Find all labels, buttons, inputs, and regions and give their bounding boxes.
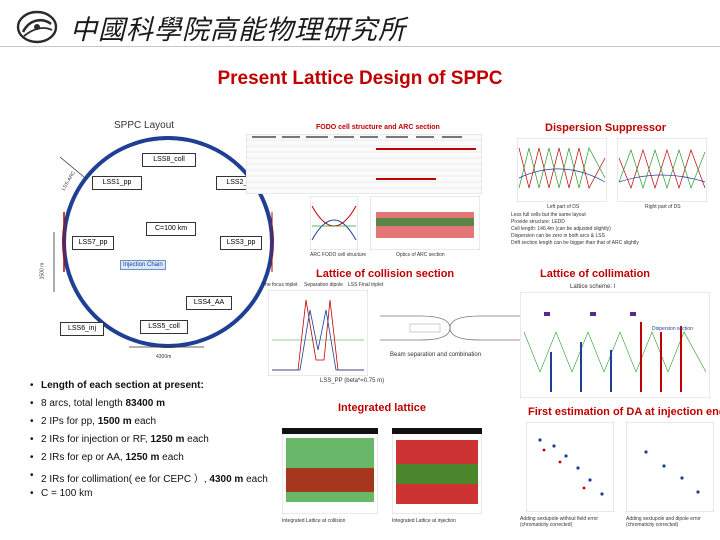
layout-injection-label: Injection Chain	[123, 262, 163, 268]
list-item-text: Length of each section at present:	[41, 380, 204, 391]
layout-box-lss3: LSS3_pp	[220, 236, 262, 250]
list-item-value: 1250 m	[125, 452, 160, 463]
da-plot-right	[626, 422, 714, 512]
ds-right-plot	[617, 138, 707, 202]
integrated-title: Integrated lattice	[338, 402, 427, 414]
collision-label-triplet: The focus triplet	[262, 282, 298, 288]
integrated-injection-plot	[392, 428, 482, 514]
da-plot-left	[526, 422, 614, 512]
list-item-text: C = 100 km	[41, 488, 93, 499]
list-item-text: 8 arcs, total length	[41, 398, 126, 409]
fodo-panel: FODO cell structure and ARC section ARC …	[246, 124, 486, 264]
da-title: First estimation of DA at injection ener…	[528, 406, 720, 418]
list-item-value: 1500 m	[97, 416, 132, 427]
institute-name-cn: 中國科學院高能物理研究所	[70, 15, 406, 46]
list-item-tail: each	[131, 416, 157, 427]
layout-box-lss1: LSS1_pp	[92, 176, 142, 190]
layout-box-lss7: LSS7_pp	[72, 236, 114, 250]
ds-note-4: Dispersion can be zero in both arcs & LS…	[511, 233, 605, 239]
list-item-value: 1250 m	[150, 434, 185, 445]
layout-box-lss8-label: LSS8_coll	[153, 156, 185, 163]
layout-box-lss5-label: LSS5_coll	[148, 323, 180, 330]
da-caption-right: Adding sextupole and dipole error (chrom…	[626, 516, 701, 528]
integrated-collision-plot	[282, 428, 378, 514]
layout-box-lss4: LSS4_AA	[186, 296, 232, 310]
list-item-text: 2 IRs for ep or AA,	[41, 452, 126, 463]
bullet-icon: •	[30, 380, 34, 391]
ds-note-5: Drift section length can be bigger than …	[511, 240, 639, 246]
layout-box-lss2-label: LSS2_rf	[226, 179, 252, 186]
list-item-text: 2 IRs for collimation( ee for CEPC ）,	[41, 474, 210, 485]
slide-title: Present Lattice Design of SPPC	[217, 68, 503, 89]
collimation-title: Lattice of collimation	[540, 268, 651, 280]
length-1500-label: 1500 m	[39, 262, 46, 280]
ds-left-plot	[517, 138, 607, 202]
da-panel: First estimation of DA at injection ener…	[520, 404, 720, 538]
collision-caption: Beam separation and combination	[390, 352, 482, 358]
ds-left-caption: Left part of DS	[547, 204, 580, 210]
layout-box-lss1-label: LSS1_pp	[102, 179, 132, 186]
collimation-subtitle: Lattice scheme: I	[570, 284, 616, 290]
integrated-panel: Integrated lattice Integrated Lattice at…	[282, 398, 482, 538]
ring-diagram	[53, 136, 274, 348]
list-item-value: 4300 m	[209, 474, 244, 485]
layout-circumference-label: C=100 km	[154, 225, 188, 232]
collision-footer: LSS_PP (beta*=0.75 m)	[320, 378, 385, 384]
bullet-icon: •	[30, 416, 34, 427]
dispersion-panel: Dispersion Suppressor Left part of DS Ri…	[505, 122, 715, 272]
layout-box-lss3-label: LSS3_pp	[226, 239, 256, 246]
collimation-plot	[520, 292, 710, 398]
header-divider	[0, 46, 720, 47]
collision-label-separation: Separation dipole	[304, 282, 343, 288]
fodo-caption-arc: Optics of ARC section	[396, 252, 445, 258]
list-item-value: 83400 m	[125, 398, 165, 409]
bullet-icon: •	[30, 488, 34, 499]
collimation-panel: Lattice of collimation Lattice scheme: I…	[514, 268, 714, 404]
sppc-layout-panel: SPPC Layout LSS-ARC 1500 m LSS8_coll LSS…	[39, 118, 284, 366]
list-item-tail: each	[243, 474, 268, 485]
collimation-tag: Dispersion section	[652, 326, 693, 332]
layout-box-lss8: LSS8_coll	[142, 153, 196, 167]
ihep-logo-icon	[16, 10, 58, 44]
dispersion-title: Dispersion Suppressor	[545, 122, 667, 134]
list-item-tail: each	[184, 434, 209, 445]
layout-circumference: C=100 km	[146, 222, 196, 236]
bullet-icon: •	[30, 452, 34, 463]
layout-injection-chain: Injection Chain	[120, 260, 166, 270]
collision-optics-plot	[268, 290, 368, 376]
bullet-icon: •	[30, 398, 34, 409]
collision-label-final: LSS Final triplet	[348, 282, 384, 288]
list-item-text: 2 IRs for injection or RF,	[41, 434, 151, 445]
list-item-tail: each	[159, 452, 184, 463]
bullet-icon: •	[30, 470, 34, 481]
fodo-caption-cell: ARC FODO cell structure	[310, 252, 367, 258]
layout-box-lss6: LSS6_inj	[60, 322, 104, 336]
fodo-title: FODO cell structure and ARC section	[316, 124, 440, 131]
ds-note-2: Provide structure: LEDD	[511, 219, 565, 225]
ds-note-3: Cell length: 146.4m (can be adjusted sli…	[511, 226, 611, 232]
beam-separation-diagram	[380, 315, 520, 341]
ds-note-1: Less full cells but the same layout	[511, 212, 586, 218]
layout-box-lss5: LSS5_coll	[140, 320, 188, 334]
layout-box-lss4-label: LSS4_AA	[193, 299, 225, 306]
collision-panel: Lattice of collision section The focus t…	[262, 268, 532, 386]
fodo-cell-plot	[310, 196, 358, 250]
integrated-caption-collision: Integrated Lattice at collision	[282, 518, 346, 524]
integrated-caption-injection: Integrated Lattice at injection	[392, 518, 456, 524]
bullet-icon: •	[30, 434, 34, 445]
ds-right-caption: Right part of DS	[645, 204, 681, 210]
collision-title: Lattice of collision section	[316, 268, 455, 280]
fodo-table	[246, 134, 482, 194]
layout-title: SPPC Layout	[114, 120, 175, 131]
layout-box-lss7-label: LSS7_pp	[78, 239, 108, 246]
da-caption-left: Adding sextupole without field error (ch…	[520, 516, 599, 528]
layout-box-lss6-label: LSS6_inj	[67, 325, 97, 332]
list-item-text: 2 IPs for pp,	[41, 416, 98, 427]
layout-4300m-label: 4300m	[156, 354, 172, 360]
arc-optics-plot	[370, 196, 480, 250]
